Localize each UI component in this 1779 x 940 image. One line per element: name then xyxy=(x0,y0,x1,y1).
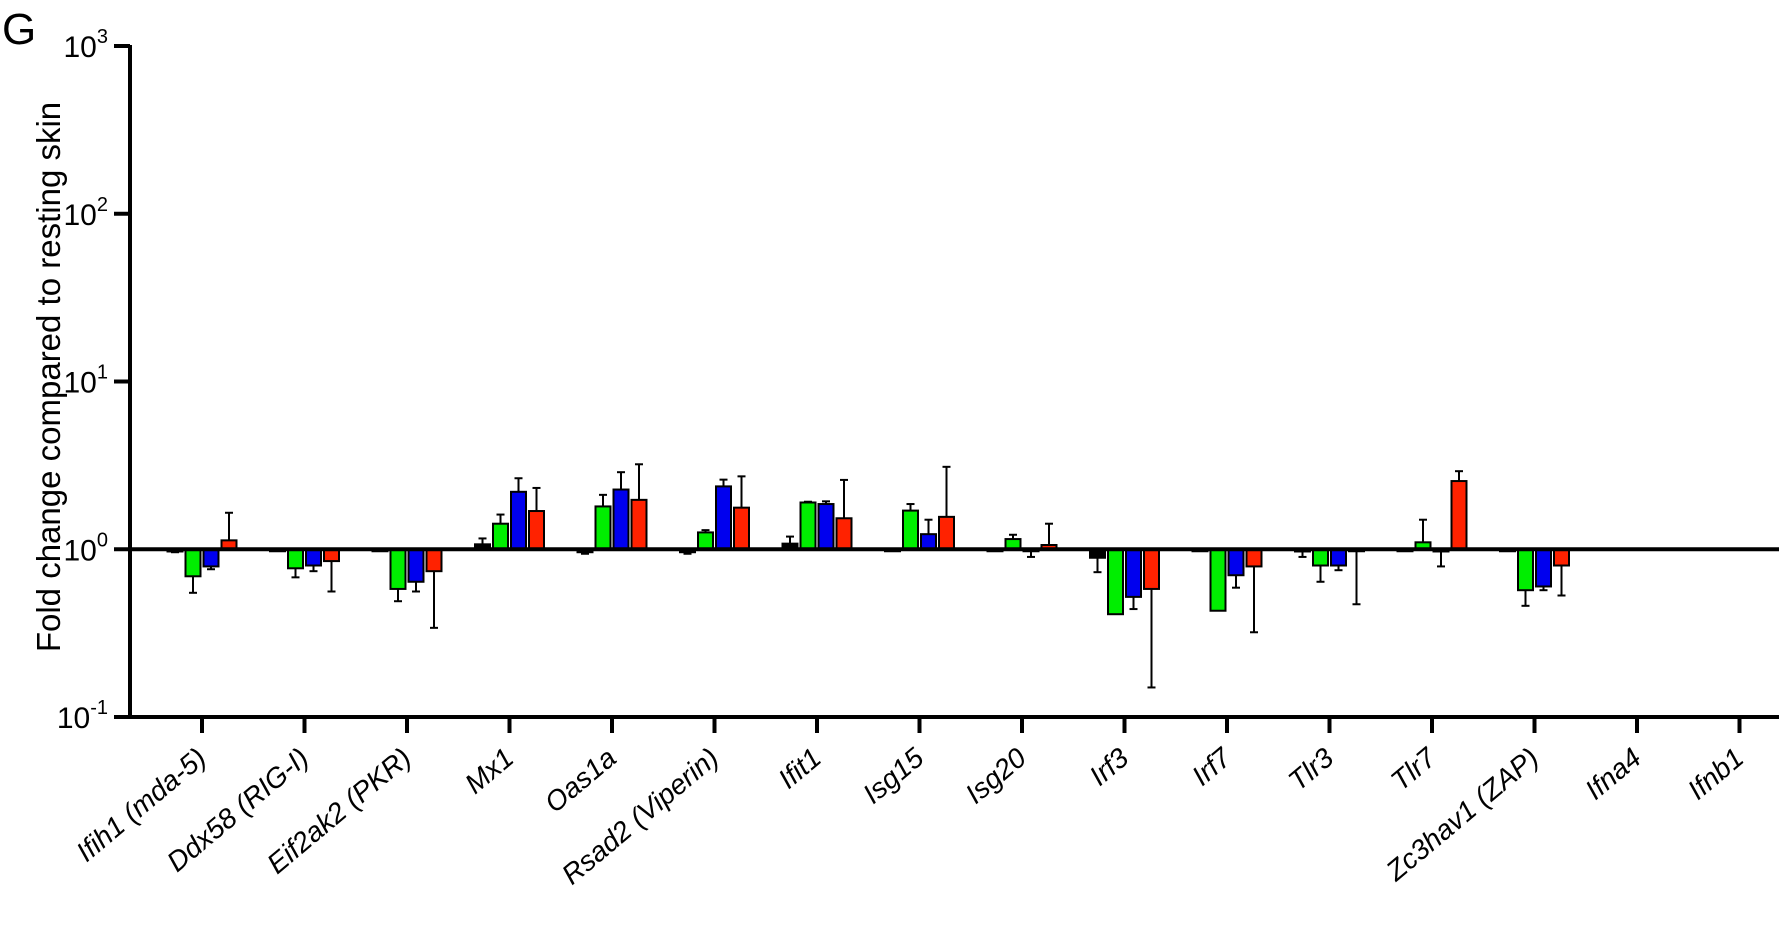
bar xyxy=(407,548,425,583)
bar xyxy=(594,505,612,551)
bar xyxy=(1553,548,1570,567)
x-tick-label: Isg15 xyxy=(857,742,930,810)
y-tick-label: 101 xyxy=(64,362,109,400)
error-bars xyxy=(171,463,1566,689)
bar xyxy=(1227,548,1245,577)
bar xyxy=(938,515,955,551)
bar xyxy=(697,531,714,551)
bar xyxy=(492,522,509,551)
bar xyxy=(733,506,750,551)
panel-label: G xyxy=(2,5,36,54)
x-tick-label: Ifnb1 xyxy=(1682,742,1750,806)
bar xyxy=(902,509,919,551)
bar xyxy=(835,517,853,551)
bar xyxy=(1517,548,1534,592)
bar xyxy=(920,533,937,551)
x-tick-label: Oas1a xyxy=(539,742,622,819)
bar xyxy=(630,498,648,551)
x-tick-label: Isg20 xyxy=(959,742,1032,810)
bar xyxy=(202,548,220,568)
x-tick-label: Irf3 xyxy=(1083,742,1134,792)
bar xyxy=(305,548,322,567)
y-tick-label: 102 xyxy=(64,194,109,232)
y-tick-label: 100 xyxy=(64,529,109,567)
y-axis-label: Fold change compared to resting skin xyxy=(30,102,67,652)
x-tick-label: Mx1 xyxy=(459,742,519,800)
bar xyxy=(528,510,545,551)
bar xyxy=(1535,548,1552,588)
bar xyxy=(1125,548,1142,598)
bar xyxy=(1143,548,1160,590)
bar xyxy=(389,548,407,590)
bar xyxy=(715,485,732,551)
bar xyxy=(1107,548,1124,616)
bar xyxy=(1450,480,1468,551)
bar xyxy=(799,501,817,551)
bar xyxy=(184,548,202,578)
bar xyxy=(287,548,304,570)
x-tick-label: Tlr7 xyxy=(1385,741,1443,797)
bar xyxy=(425,548,443,573)
bar xyxy=(612,488,630,551)
y-tick-label: 10-1 xyxy=(57,697,108,735)
bar xyxy=(1330,548,1347,567)
x-axis-ticks: Ifih1 (mda-5)Ddx58 (RIG-I)Eif2ak2 (PKR) M… xyxy=(70,717,1749,890)
y-axis-ticks: 10-1 100 101 102 103 xyxy=(57,26,130,735)
x-tick-label: Tlr3 xyxy=(1282,742,1339,797)
bar xyxy=(1245,548,1263,568)
x-tick-label: Ifit1 xyxy=(772,742,827,795)
bar xyxy=(1209,548,1227,612)
bar xyxy=(817,503,835,551)
bar xyxy=(1312,548,1329,567)
x-tick-label: Ifna4 xyxy=(1579,742,1647,806)
x-tick-label: Irf7 xyxy=(1186,741,1238,792)
y-tick-label: 103 xyxy=(64,26,109,64)
bar xyxy=(510,490,527,551)
